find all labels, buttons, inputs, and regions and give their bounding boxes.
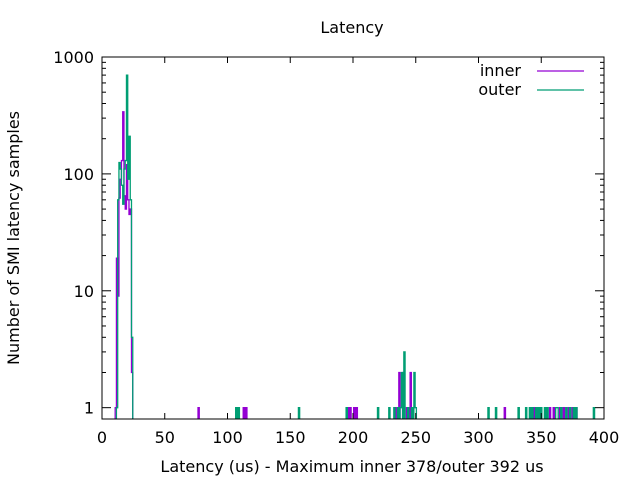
series-outer — [115, 74, 596, 419]
x-axis: 0 50 100 150 200 250 300 350 400 — [97, 57, 619, 447]
plot-frame — [101, 56, 605, 420]
y-axis: 1 10 100 1000 — [53, 48, 604, 418]
x-tick-label: 250 — [400, 428, 431, 447]
y-tick-label: 10 — [74, 282, 94, 301]
x-tick-label: 0 — [97, 428, 107, 447]
y-axis-label: Number of SMI latency samples — [4, 111, 23, 365]
x-tick-label: 350 — [526, 428, 557, 447]
x-tick-label: 150 — [275, 428, 306, 447]
legend: inner outer — [478, 61, 584, 99]
series-layer — [114, 74, 596, 419]
series-inner — [114, 111, 578, 419]
x-tick-label: 300 — [463, 428, 494, 447]
series-line-inner — [114, 111, 578, 419]
y-tick-label: 100 — [63, 165, 94, 184]
x-axis-label: Latency (us) - Maximum inner 378/outer 3… — [160, 457, 543, 476]
legend-label-outer: outer — [478, 80, 521, 99]
y-tick-label: 1000 — [53, 48, 94, 67]
chart-title: Latency — [320, 18, 383, 37]
x-tick-label: 50 — [155, 428, 175, 447]
y-tick-label: 1 — [84, 399, 94, 418]
legend-label-inner: inner — [480, 61, 522, 80]
x-tick-label: 400 — [589, 428, 620, 447]
x-tick-label: 200 — [338, 428, 369, 447]
x-tick-label: 100 — [212, 428, 243, 447]
series-line-outer — [115, 74, 596, 419]
